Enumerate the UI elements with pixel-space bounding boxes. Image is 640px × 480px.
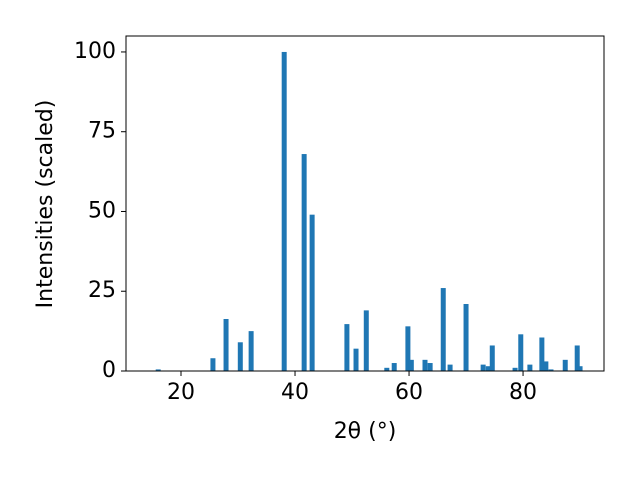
y-tick-label: 100 [74, 39, 116, 64]
bar [210, 358, 216, 371]
bar [577, 366, 583, 371]
bar [480, 364, 486, 371]
bar [353, 348, 359, 371]
bar [539, 337, 545, 371]
y-axis-label: Intensities (scaled) [33, 100, 58, 309]
bar [301, 154, 307, 371]
bar [422, 359, 428, 371]
bar [489, 345, 495, 371]
bar [463, 304, 469, 371]
bar [248, 331, 254, 371]
y-tick-label: 75 [88, 119, 116, 144]
bar [363, 310, 369, 371]
x-tick-label: 40 [281, 380, 309, 405]
x-tick-label: 20 [167, 380, 195, 405]
x-tick-label: 60 [395, 380, 423, 405]
bar [485, 366, 491, 371]
bar [391, 363, 397, 371]
bar [223, 318, 229, 371]
bar [512, 367, 518, 371]
bar [440, 288, 446, 371]
bar [384, 367, 390, 371]
bar [427, 363, 433, 371]
bar [548, 369, 554, 371]
bar [237, 342, 243, 371]
bar [447, 364, 453, 371]
bar [527, 364, 533, 371]
y-tick-label: 0 [102, 358, 116, 383]
bar [518, 334, 524, 371]
bar [405, 326, 411, 371]
y-tick-label: 25 [88, 278, 116, 303]
bar [344, 324, 350, 371]
bar [281, 51, 287, 371]
bar [574, 345, 580, 371]
bar [408, 359, 414, 371]
bar [562, 359, 568, 371]
bar [543, 361, 549, 371]
x-tick-label: 80 [509, 380, 537, 405]
bar [309, 214, 315, 371]
x-axis-label: 2θ (°) [334, 419, 397, 444]
plot-frame [125, 35, 605, 372]
y-tick-label: 50 [88, 198, 116, 223]
bar [155, 369, 161, 371]
